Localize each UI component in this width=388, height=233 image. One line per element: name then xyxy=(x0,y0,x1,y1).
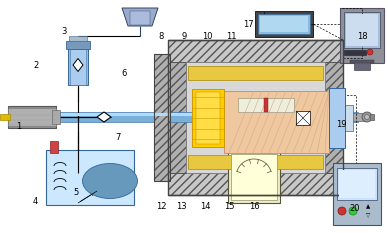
Bar xyxy=(196,92,220,144)
Bar xyxy=(46,150,134,205)
Bar xyxy=(188,155,323,169)
Bar xyxy=(66,41,90,49)
Text: 16: 16 xyxy=(249,202,260,211)
Text: 8: 8 xyxy=(158,32,164,41)
Bar xyxy=(186,62,325,173)
Polygon shape xyxy=(73,58,83,72)
Ellipse shape xyxy=(83,164,137,199)
Circle shape xyxy=(364,114,369,120)
Bar xyxy=(339,170,375,198)
Bar xyxy=(8,108,56,126)
Bar xyxy=(344,12,380,48)
Bar xyxy=(168,62,186,173)
Bar xyxy=(68,47,88,85)
Bar xyxy=(354,62,370,70)
Text: 20: 20 xyxy=(350,204,360,213)
Bar xyxy=(345,105,353,131)
Bar xyxy=(52,110,60,124)
Text: 5: 5 xyxy=(73,188,78,197)
Bar xyxy=(296,111,310,125)
Text: 7: 7 xyxy=(116,133,121,142)
Bar xyxy=(154,54,170,181)
Text: ▽: ▽ xyxy=(366,213,370,219)
Bar xyxy=(8,106,56,128)
Text: 11: 11 xyxy=(225,32,236,41)
Bar xyxy=(264,98,268,112)
Bar xyxy=(370,114,374,120)
Bar xyxy=(258,14,310,34)
Text: 15: 15 xyxy=(223,202,234,211)
Text: 12: 12 xyxy=(156,202,166,211)
Bar xyxy=(168,40,343,62)
Bar xyxy=(0,114,10,120)
Text: 9: 9 xyxy=(182,32,187,41)
Bar xyxy=(224,91,329,153)
Bar xyxy=(333,163,381,225)
Polygon shape xyxy=(97,112,111,122)
Bar xyxy=(231,154,277,200)
Bar xyxy=(325,62,343,173)
Text: 14: 14 xyxy=(199,202,210,211)
Circle shape xyxy=(349,207,357,215)
Bar xyxy=(260,16,308,32)
Text: 3: 3 xyxy=(61,27,67,36)
Text: 19: 19 xyxy=(336,120,347,129)
Circle shape xyxy=(362,112,372,122)
Bar xyxy=(50,141,58,153)
Bar xyxy=(337,168,377,200)
Text: 4: 4 xyxy=(33,197,38,206)
Bar xyxy=(228,151,280,203)
Text: ▲: ▲ xyxy=(366,205,370,209)
Bar xyxy=(130,11,150,25)
Bar xyxy=(350,60,374,63)
Text: 17: 17 xyxy=(243,20,254,29)
Bar xyxy=(329,88,345,148)
Bar xyxy=(255,11,313,37)
Text: 10: 10 xyxy=(202,32,213,41)
Polygon shape xyxy=(122,8,158,26)
Bar xyxy=(154,54,170,181)
Bar xyxy=(69,36,87,41)
Bar xyxy=(346,14,378,46)
Bar xyxy=(238,98,294,112)
Circle shape xyxy=(367,49,373,55)
Bar xyxy=(344,50,366,55)
Bar xyxy=(168,173,343,195)
Bar xyxy=(55,112,358,122)
Text: 13: 13 xyxy=(176,202,187,211)
Circle shape xyxy=(338,207,346,215)
Text: 1: 1 xyxy=(16,123,21,131)
Text: 2: 2 xyxy=(33,61,38,70)
Bar xyxy=(188,66,323,80)
Text: 18: 18 xyxy=(357,32,368,41)
Bar xyxy=(192,89,224,147)
Text: 6: 6 xyxy=(121,69,127,78)
Bar xyxy=(55,113,358,116)
Bar xyxy=(235,96,297,114)
Bar xyxy=(70,49,86,85)
Bar xyxy=(348,113,366,121)
Bar xyxy=(168,40,343,195)
Bar xyxy=(340,8,384,63)
